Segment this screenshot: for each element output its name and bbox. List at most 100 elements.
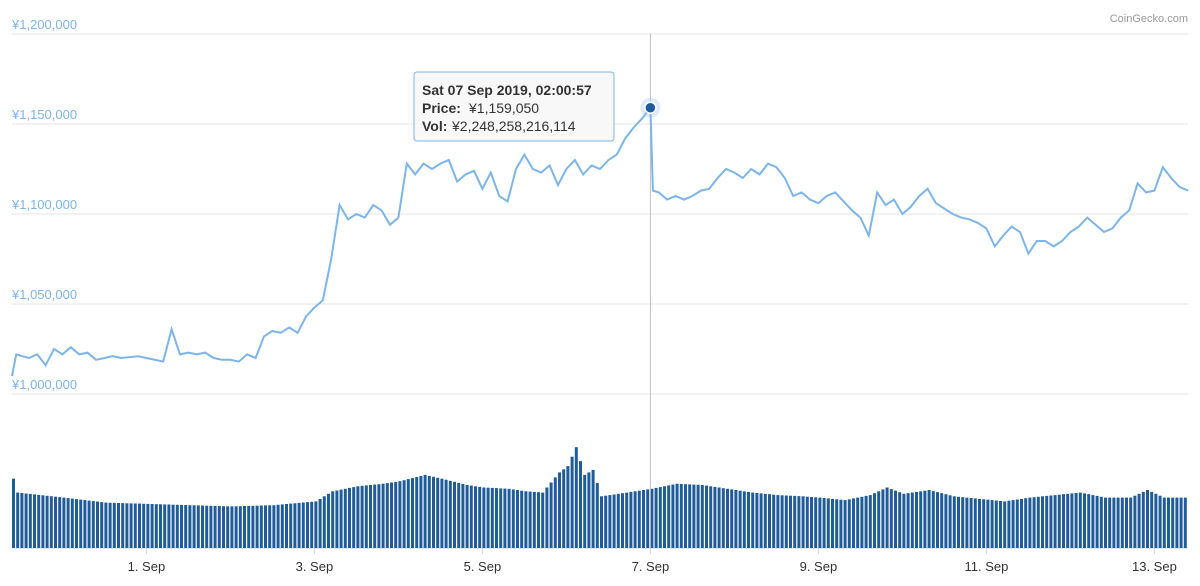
volume-bar: [969, 498, 973, 548]
volume-bar: [339, 489, 343, 548]
volume-bar: [751, 492, 755, 548]
x-tick-label: 7. Sep: [632, 559, 670, 574]
volume-bar: [801, 496, 805, 548]
volume-bar: [83, 500, 87, 548]
volume-bar: [448, 480, 452, 548]
volume-bar: [516, 490, 519, 548]
volume-bar: [138, 503, 141, 548]
volume-bar: [847, 499, 851, 548]
volume-bar: [936, 492, 939, 548]
volume-bar: [1003, 501, 1007, 548]
volume-bar: [1116, 497, 1120, 548]
volume-bar: [306, 502, 309, 548]
volume-bar: [301, 502, 305, 548]
volume-bar: [797, 496, 801, 548]
volume-bar: [675, 483, 679, 548]
volume-bar: [293, 503, 297, 548]
volume-bar: [314, 501, 318, 548]
volume-bar: [700, 485, 704, 548]
volume-bar: [558, 472, 561, 548]
volume-bar: [776, 495, 780, 548]
volume-bar: [180, 504, 183, 548]
volume-bar: [108, 502, 112, 548]
volume-bar: [931, 491, 935, 548]
volume-bar: [222, 506, 225, 548]
volume-bar: [574, 447, 578, 548]
volume-bar: [940, 493, 944, 548]
volume-bar: [759, 493, 763, 548]
volume-bar: [1112, 497, 1116, 548]
volume-bar: [650, 488, 654, 548]
volume-bar: [1120, 497, 1124, 548]
volume-bar: [537, 492, 540, 548]
volume-bar: [129, 503, 133, 548]
volume-bar: [28, 493, 32, 548]
volume-bar: [465, 485, 469, 548]
volume-bar: [1011, 500, 1015, 548]
volume-bar: [213, 505, 217, 548]
volume-bar: [860, 496, 864, 548]
volume-bar: [864, 495, 868, 548]
volume-bar: [402, 480, 406, 548]
volume-bar: [167, 504, 171, 548]
volume-bar: [1167, 497, 1170, 548]
volume-bar: [289, 503, 293, 548]
volume-bar: [982, 499, 986, 548]
highlight-marker[interactable]: [640, 97, 661, 118]
volume-bar: [768, 494, 771, 548]
volume-bar: [734, 490, 738, 548]
volume-bar: [965, 497, 969, 548]
volume-bar: [259, 505, 263, 548]
y-axis-ticks: ¥1,000,000 ¥1,050,000 ¥1,100,000 ¥1,150,000…: [11, 17, 77, 392]
volume-bar: [1158, 495, 1162, 548]
volume-bar: [217, 506, 221, 548]
volume-bar: [1171, 497, 1175, 548]
volume-bar: [721, 488, 725, 548]
volume-bar: [272, 505, 276, 548]
volume-bar: [503, 488, 507, 548]
volume-bar: [822, 498, 826, 548]
credit-label[interactable]: CoinGecko.com: [1110, 13, 1188, 25]
volume-bar: [37, 494, 41, 548]
volume-bar: [549, 482, 553, 548]
volume-bar: [999, 501, 1002, 548]
volume-bars: [12, 447, 1187, 548]
volume-bar: [511, 489, 515, 548]
volume-bar: [91, 501, 95, 548]
volume-bar: [957, 496, 960, 548]
volume-bar: [335, 490, 339, 548]
x-tick-label: 9. Sep: [800, 559, 838, 574]
volume-bar: [1095, 495, 1099, 548]
volume-bar: [772, 494, 776, 548]
volume-bar: [1070, 493, 1074, 548]
volume-bar: [348, 487, 351, 548]
volume-bar: [532, 491, 536, 548]
volume-bar: [1125, 497, 1128, 548]
volume-bar: [100, 502, 104, 548]
volume-bar: [373, 484, 377, 548]
volume-bar: [684, 484, 687, 548]
volume-bar: [469, 485, 473, 548]
volume-bar: [327, 493, 330, 548]
volume-bar: [184, 505, 188, 548]
volume-bar: [205, 505, 209, 548]
volume-bar: [541, 492, 545, 548]
price-line[interactable]: [11, 104, 1189, 377]
volume-bar: [915, 491, 918, 548]
volume-bar: [910, 492, 914, 548]
volume-bar: [1150, 491, 1154, 548]
volume-bar: [196, 505, 200, 548]
volume-bar: [12, 478, 15, 548]
volume-bar: [133, 503, 137, 548]
volume-bar: [322, 496, 326, 548]
marker-point[interactable]: [644, 101, 657, 114]
volume-bar: [255, 505, 259, 548]
volume-bar: [1087, 494, 1091, 548]
volume-bar: [570, 456, 574, 548]
volume-bar: [688, 484, 692, 548]
volume-bar: [738, 490, 742, 548]
volume-bar: [243, 506, 246, 548]
volume-bar: [805, 496, 809, 548]
volume-bar: [591, 469, 595, 548]
volume-bar: [33, 494, 36, 548]
